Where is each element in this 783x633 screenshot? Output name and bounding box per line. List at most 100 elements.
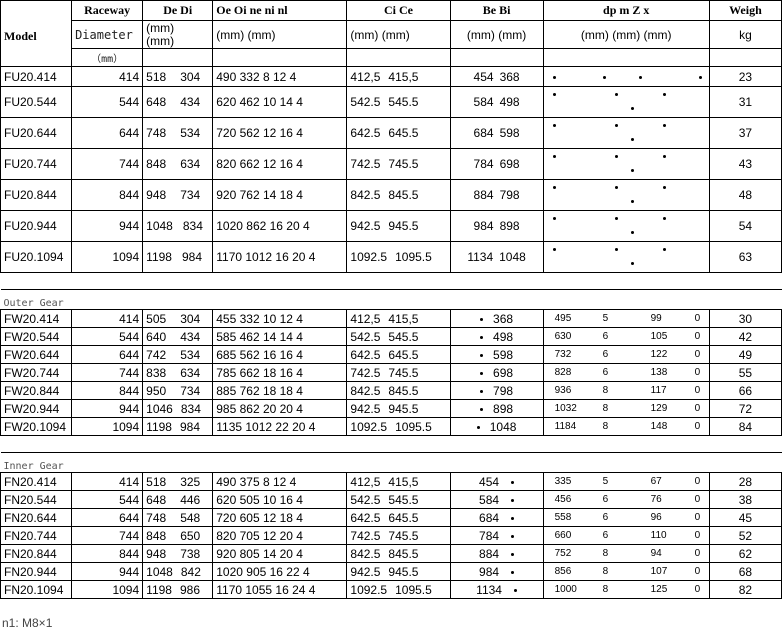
row-be: 984: [479, 564, 500, 579]
row-ci-ce: 542.5 545.5: [346, 86, 451, 118]
row-weight: 84: [708, 417, 783, 436]
row-de-di: 748 534: [142, 117, 214, 149]
row-model: FU20.744: [0, 148, 73, 180]
row-raceway: 544: [71, 490, 144, 509]
gear-dot-icon: [552, 93, 556, 96]
gear-dot-icon: [511, 516, 515, 520]
bearing-spec-table: Model Raceway De Di Oe Oi ne ni nl Ci Ce…: [0, 0, 783, 599]
row-ce: 745.5: [388, 528, 419, 543]
row-raceway: 544: [71, 327, 144, 346]
row-de-di: 518 304: [142, 66, 214, 87]
row-de: 518: [146, 69, 167, 84]
row-be-bi: 454 368: [449, 66, 544, 87]
row-dp: 456: [554, 493, 572, 505]
row-bi: 698: [493, 365, 514, 380]
gear-dot-icon: [480, 353, 484, 357]
row-weight: 68: [708, 562, 783, 581]
gear-dot-icon: [476, 425, 480, 429]
gear-dots: [547, 151, 706, 177]
row-be-bi: 1134 1048: [449, 241, 544, 273]
row-di: 325: [180, 474, 201, 489]
row-oe: 720 605 12 18 4: [212, 508, 348, 527]
row-bi: 798: [493, 383, 514, 398]
row-raceway: 744: [71, 363, 144, 382]
table-row: FW20.1094 1094 1198 984 1135 1012 22 20 4 109…: [0, 417, 783, 436]
row-model: FU20.644: [0, 117, 73, 149]
header-raceway: Raceway: [71, 0, 144, 21]
header-dp: dp m Z x: [542, 0, 710, 21]
gear-dot-icon: [614, 93, 618, 96]
gear-dot-icon: [614, 155, 618, 158]
gear-dot-icon: [552, 75, 556, 79]
gear-dot-icon: [630, 200, 634, 203]
table-row: FN20.744 744 848 650 820 705 12 20 4 742.5 745…: [0, 526, 783, 545]
gear-dot-icon: [630, 262, 634, 265]
row-z: 99: [650, 312, 662, 324]
header-dp-units: (mm) (mm) (mm): [542, 20, 710, 49]
row-oe: 820 705 12 20 4: [212, 526, 348, 545]
row-raceway: 644: [71, 508, 144, 527]
row-ci: 742.5: [350, 157, 381, 171]
row-be-bi: 684 598: [449, 117, 544, 149]
row-m: 6: [602, 529, 609, 541]
row-ci-ce: 642.5 645.5: [346, 117, 451, 149]
table-row: FN20.644 644 748 548 720 605 12 18 4 642.5 645…: [0, 508, 783, 527]
row-di: 534: [180, 347, 201, 362]
row-z: 96: [650, 511, 662, 523]
row-weight: 63: [708, 241, 783, 273]
row-raceway: 644: [71, 117, 144, 149]
row-de: 848: [146, 157, 167, 171]
row-ci: 412,5: [350, 69, 381, 84]
row-be-bi: 1048: [449, 417, 544, 436]
row-z: 122: [650, 348, 668, 360]
row-ci-ce: 412,5 415,5: [346, 472, 451, 491]
row-be: 684: [479, 510, 500, 525]
gear-dot-icon: [614, 124, 618, 127]
table-row: FW20.414 414 505 304 455 332 10 12 4 412,5 415…: [0, 309, 783, 328]
row-model: FN20.744: [0, 526, 73, 545]
gear-dot-icon: [602, 75, 606, 79]
row-ci: 642.5: [350, 347, 381, 362]
gear-dot-icon: [480, 371, 484, 375]
row-di: 834: [180, 401, 201, 416]
table-row: FW20.544 544 640 434 585 462 14 14 4 542.5 545…: [0, 327, 783, 346]
row-gear-params: 856 8 107 0: [542, 562, 710, 581]
row-model: FW20.944: [0, 399, 73, 418]
gear-dots: [547, 120, 706, 146]
row-x: 0: [694, 529, 701, 541]
row-de: 1048: [146, 219, 173, 233]
header-de-units: (mm) (mm): [142, 20, 214, 49]
row-weight: 62: [708, 544, 783, 563]
row-oe: 490 332 8 12 4: [212, 66, 348, 87]
row-de: 648: [146, 95, 167, 109]
row-gear-params: 752 8 94 0: [542, 544, 710, 563]
row-x: 0: [694, 565, 701, 577]
gear-dot-icon: [511, 570, 515, 574]
row-de-di: 1198 984: [142, 241, 214, 273]
row-x: 0: [694, 547, 701, 559]
row-be-bi: 368: [449, 309, 544, 328]
table-row: FN20.944 944 1048 842 1020 905 16 22 4 942.5 9…: [0, 562, 783, 581]
row-be: 454: [473, 69, 494, 84]
row-de-di: 648 434: [142, 86, 214, 118]
row-weight: 43: [708, 148, 783, 180]
row-de-di: 1046 834: [142, 399, 214, 418]
row-be-bi: 784: [449, 526, 544, 545]
row-de-di: 518 325: [142, 472, 214, 491]
row-ci-ce: 542.5 545.5: [346, 327, 451, 346]
gear-dot-icon: [662, 124, 666, 127]
row-weight: 66: [708, 381, 783, 400]
row-be-bi: 984: [449, 562, 544, 581]
header-weigh-unit: kg: [708, 20, 783, 49]
row-bi: 498: [493, 329, 514, 344]
row-bi: 598: [493, 347, 514, 362]
row-raceway: 744: [71, 526, 144, 545]
header-mm: （mm）: [71, 48, 144, 67]
row-ce: 645.5: [388, 510, 419, 525]
gear-dot-icon: [638, 75, 642, 79]
row-oe: 785 662 18 16 4: [212, 363, 348, 382]
gear-dot-icon: [511, 498, 515, 502]
row-dp: 495: [554, 312, 572, 324]
header-diameter: Diameter: [71, 20, 144, 49]
row-be: 884: [473, 188, 494, 202]
